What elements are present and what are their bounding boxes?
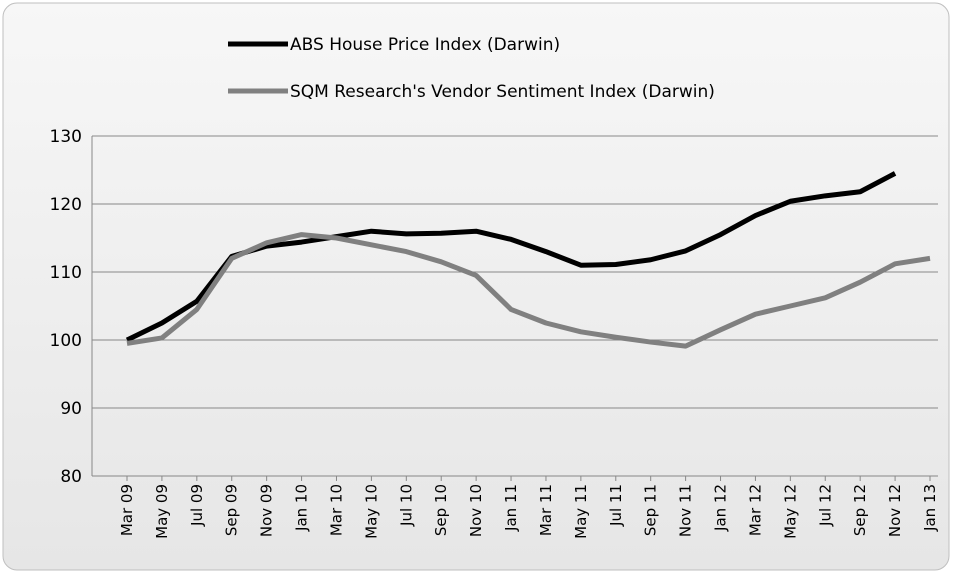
x-tick-label: Mar 12: [746, 484, 764, 536]
x-tick-label: Mar 10: [327, 484, 345, 536]
y-tick-label: 110: [50, 263, 82, 283]
x-tick-label: Mar 11: [537, 484, 555, 536]
x-tick-label: Nov 10: [467, 484, 485, 537]
series-line: [126, 232, 931, 349]
x-tick-label: Jul 11: [607, 484, 625, 527]
x-tick-label: Nov 12: [886, 484, 904, 537]
y-tick-label: 90: [60, 399, 82, 419]
x-tick-label: Jan 12: [712, 484, 730, 532]
legend-label: SQM Research's Vendor Sentiment Index (D…: [290, 82, 715, 102]
x-tick-label: Jul 10: [397, 484, 415, 527]
y-tick-label: 80: [60, 467, 82, 487]
x-tick-label: Jul 12: [816, 484, 834, 527]
x-tick-label: May 10: [362, 484, 380, 539]
chart-background: [2, 2, 950, 571]
x-tick-label: Nov 09: [258, 484, 276, 537]
x-tick-label: Jan 11: [502, 484, 520, 532]
x-tick-label: Jan 13: [921, 484, 939, 532]
y-tick-label: 120: [50, 195, 82, 215]
y-tick-label: 130: [50, 127, 82, 147]
y-tick-label: 100: [50, 331, 82, 351]
x-tick-label: Sep 10: [432, 484, 450, 536]
x-tick-label: Jan 10: [293, 484, 311, 532]
x-tick-label: Sep 12: [851, 484, 869, 536]
x-tick-label: Sep 09: [223, 484, 241, 536]
x-tick-label: Mar 09: [118, 484, 136, 536]
x-tick-label: Jul 09: [188, 484, 206, 527]
legend-label: ABS House Price Index (Darwin): [290, 35, 560, 55]
x-tick-label: Sep 11: [642, 484, 660, 536]
x-tick-label: May 11: [572, 484, 590, 539]
x-tick-label: May 12: [781, 484, 799, 539]
x-tick-label: Nov 11: [677, 484, 695, 537]
x-tick-label: May 09: [153, 484, 171, 539]
